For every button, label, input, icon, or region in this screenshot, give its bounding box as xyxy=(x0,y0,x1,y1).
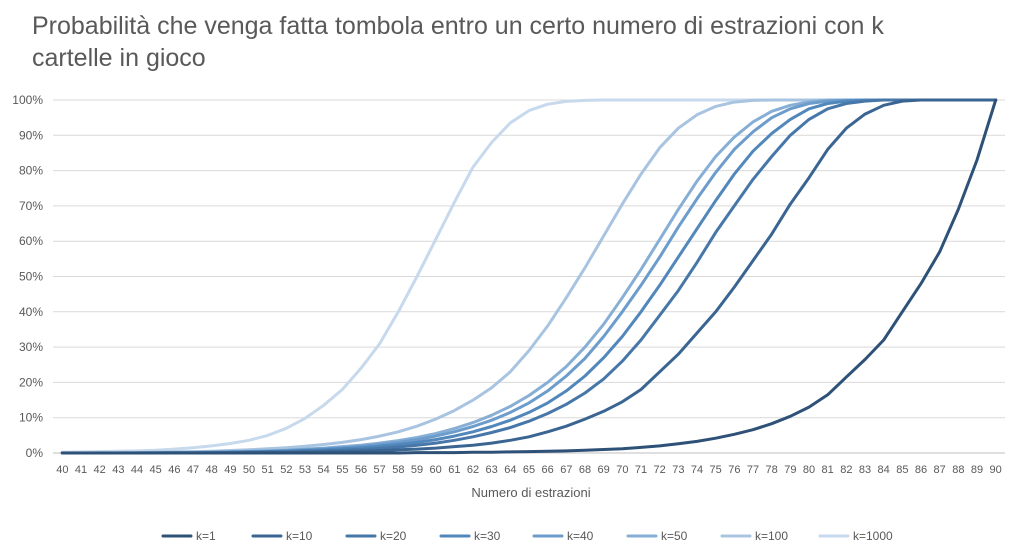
legend-label: k=50 xyxy=(661,529,688,543)
x-tick-label: 62 xyxy=(467,464,479,476)
x-tick-label: 45 xyxy=(150,464,162,476)
x-tick-label: 73 xyxy=(672,464,684,476)
x-tick-label: 55 xyxy=(336,464,348,476)
legend-label: k=30 xyxy=(474,529,501,543)
x-tick-label: 77 xyxy=(747,464,759,476)
x-tick-label: 59 xyxy=(411,464,423,476)
y-tick-label: 90% xyxy=(19,128,43,142)
x-tick-label: 75 xyxy=(710,464,722,476)
x-tick-label: 61 xyxy=(448,464,460,476)
x-tick-label: 81 xyxy=(822,464,834,476)
x-tick-label: 72 xyxy=(654,464,666,476)
y-tick-label: 60% xyxy=(19,234,43,248)
legend-label: k=20 xyxy=(380,529,407,543)
x-tick-label: 43 xyxy=(112,464,124,476)
x-tick-label: 71 xyxy=(635,464,647,476)
x-tick-label: 74 xyxy=(691,464,703,476)
y-tick-label: 30% xyxy=(19,340,43,354)
x-tick-label: 68 xyxy=(579,464,591,476)
x-tick-label: 40 xyxy=(56,464,68,476)
y-tick-label: 40% xyxy=(19,305,43,319)
chart-title: Probabilità che venga fatta tombola entr… xyxy=(32,12,884,72)
legend-label: k=1 xyxy=(196,529,216,543)
y-axis-ticks: 0% 10% 20% 30% 40% 50% 60% 70% 80% 90% 100% xyxy=(12,93,43,460)
x-tick-label: 66 xyxy=(542,464,554,476)
x-axis-label: Numero di estrazioni xyxy=(471,485,590,500)
x-tick-label: 60 xyxy=(430,464,442,476)
x-tick-label: 50 xyxy=(243,464,255,476)
x-tick-label: 48 xyxy=(206,464,218,476)
series-line-k-1 xyxy=(60,98,998,455)
x-tick-label: 53 xyxy=(299,464,311,476)
x-tick-label: 63 xyxy=(486,464,498,476)
x-tick-label: 69 xyxy=(598,464,610,476)
x-tick-label: 56 xyxy=(355,464,367,476)
x-tick-label: 42 xyxy=(94,464,106,476)
x-tick-label: 90 xyxy=(990,464,1002,476)
x-tick-label: 41 xyxy=(75,464,87,476)
x-tick-label: 87 xyxy=(934,464,946,476)
x-tick-label: 47 xyxy=(187,464,199,476)
x-tick-label: 76 xyxy=(728,464,740,476)
x-tick-label: 58 xyxy=(392,464,404,476)
series-lines xyxy=(60,98,998,455)
x-tick-label: 54 xyxy=(318,464,330,476)
x-tick-label: 67 xyxy=(560,464,572,476)
x-axis-ticks: 40 41 42 43 44 45 46 47 48 49 50 51 52 53 54 55 56 57 58 59… xyxy=(56,464,1002,476)
y-tick-label: 20% xyxy=(19,375,43,389)
x-tick-label: 78 xyxy=(766,464,778,476)
x-tick-label: 52 xyxy=(280,464,292,476)
x-tick-label: 89 xyxy=(971,464,983,476)
x-tick-label: 70 xyxy=(616,464,628,476)
y-tick-label: 0% xyxy=(26,446,44,460)
x-tick-label: 82 xyxy=(840,464,852,476)
x-tick-label: 57 xyxy=(374,464,386,476)
x-tick-label: 79 xyxy=(784,464,796,476)
x-tick-label: 64 xyxy=(504,464,516,476)
legend: k=1 k=10 k=20 k=30 k=40 k=50 k=100 k=1000 xyxy=(161,529,893,543)
legend-label: k=10 xyxy=(286,529,313,543)
y-tick-label: 100% xyxy=(12,93,43,107)
legend-label: k=1000 xyxy=(853,529,893,543)
x-tick-label: 65 xyxy=(523,464,535,476)
x-tick-label: 51 xyxy=(262,464,274,476)
y-tick-label: 50% xyxy=(19,270,43,284)
gridlines xyxy=(53,99,1005,454)
y-tick-label: 10% xyxy=(19,411,43,425)
x-tick-label: 84 xyxy=(878,464,890,476)
x-tick-label: 85 xyxy=(896,464,908,476)
legend-label: k=40 xyxy=(567,529,594,543)
y-tick-label: 80% xyxy=(19,164,43,178)
x-tick-label: 46 xyxy=(168,464,180,476)
x-tick-label: 49 xyxy=(224,464,236,476)
legend-label: k=100 xyxy=(755,529,788,543)
x-tick-label: 44 xyxy=(131,464,143,476)
x-tick-label: 83 xyxy=(859,464,871,476)
x-tick-label: 80 xyxy=(803,464,815,476)
x-tick-label: 88 xyxy=(952,464,964,476)
x-tick-label: 86 xyxy=(915,464,927,476)
y-tick-label: 70% xyxy=(19,199,43,213)
